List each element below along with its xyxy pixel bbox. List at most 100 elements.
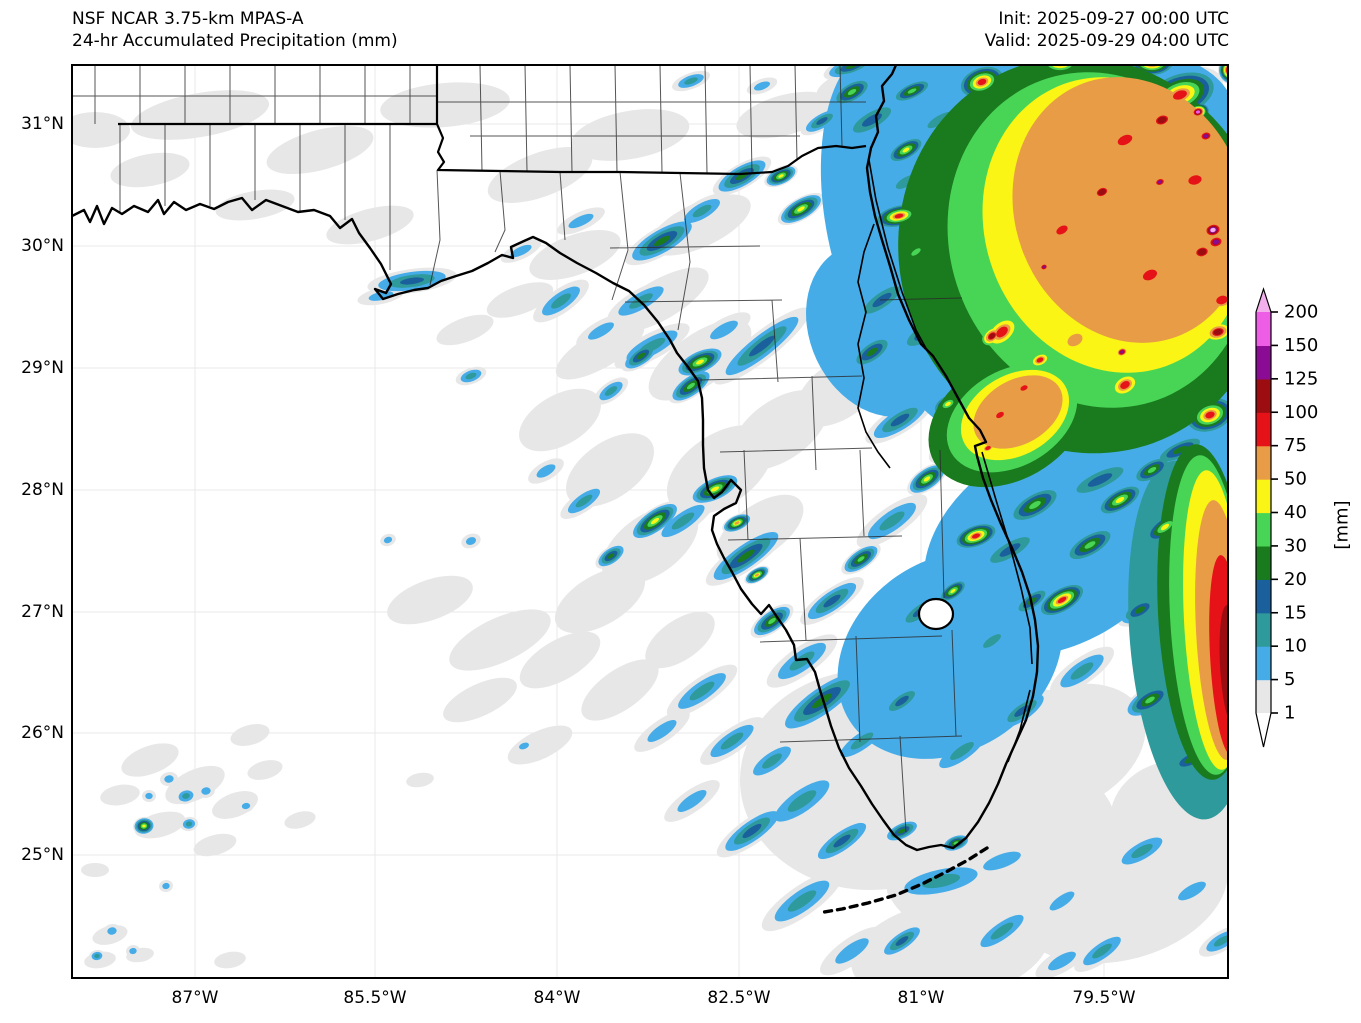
precip-cell <box>1178 881 1206 901</box>
x-tick-label: 85.5°W <box>343 988 406 1008</box>
precip-cell <box>684 77 698 85</box>
precip-cell <box>686 382 696 390</box>
colorbar-segment <box>1256 512 1271 547</box>
precip-cell <box>1216 295 1228 305</box>
precip-cell <box>710 320 738 340</box>
precip-cell <box>380 82 510 128</box>
precip-cell <box>692 204 712 218</box>
colorbar-segment <box>1256 579 1271 614</box>
precip-cell <box>510 244 532 258</box>
precip-cell <box>1012 77 1228 343</box>
precip-cell <box>762 753 782 769</box>
precip-cell <box>507 725 573 765</box>
precip-cell <box>1173 90 1187 100</box>
precip-cell <box>647 719 677 743</box>
precip-cell <box>1203 134 1209 138</box>
precip-cell <box>581 659 659 721</box>
model-name: NSF NCAR 3.75-km MPAS-A <box>72 9 304 29</box>
precip-cell <box>823 594 841 608</box>
precip-cell <box>1213 935 1228 947</box>
precip-cell <box>326 205 414 245</box>
precip-cell <box>1197 248 1207 256</box>
precip-cell <box>737 549 755 563</box>
county-borders <box>72 65 963 833</box>
precip-cell <box>164 775 174 783</box>
colorbar-under-arrow <box>1256 713 1271 747</box>
precip-cell <box>895 695 909 707</box>
precip-cell <box>536 464 556 478</box>
precip-cell <box>1087 473 1113 487</box>
precip-cell <box>1117 134 1133 146</box>
precip-cell <box>835 938 869 964</box>
precip-cell <box>911 248 921 256</box>
precip-cell <box>734 521 740 525</box>
precip-cell <box>1184 756 1196 764</box>
variable-name: 24-hr Accumulated Precipitation (mm) <box>72 31 398 51</box>
precip-cell <box>555 320 645 380</box>
valid-time: Valid: 2025-09-29 04:00 UTC <box>984 31 1229 51</box>
precip-cell <box>72 112 130 148</box>
precip-cell <box>1070 662 1094 680</box>
precip-cell <box>816 117 828 125</box>
precip-cell <box>902 147 910 153</box>
precip-cell <box>847 88 857 96</box>
x-tick-label: 87°W <box>172 988 219 1008</box>
state-borders <box>118 65 867 176</box>
precip-cell <box>465 372 477 380</box>
run-times: Init: 2025-09-27 00:00 UTC Valid: 2025-09… <box>985 8 1229 52</box>
precip-cell <box>894 213 904 219</box>
precip-cell <box>1145 696 1155 704</box>
precip-cell <box>895 936 909 946</box>
colorbar-segment <box>1256 312 1271 347</box>
precip-cell <box>787 890 817 912</box>
precip-cell <box>162 882 170 890</box>
colorbar-tick-label: 100 <box>1284 402 1318 423</box>
axis-tick-labels: 87°W 85.5°W 84°W 82.5°W 81°W 79.5°W 31°N 30°N 29… <box>21 114 1136 1008</box>
colorbar-tick-label: 15 <box>1284 602 1307 623</box>
precip-cell <box>677 789 707 813</box>
init-time: Init: 2025-09-27 00:00 UTC <box>998 9 1229 29</box>
precip-cell <box>990 922 1014 940</box>
precip-cell <box>519 388 601 452</box>
precip-cell <box>1213 328 1223 336</box>
y-tick-label: 31°N <box>21 114 64 134</box>
colorbar-segment <box>1256 445 1271 480</box>
precip-cell <box>107 927 117 935</box>
precip-cell <box>486 282 554 318</box>
precip-cell <box>1098 188 1106 196</box>
precip-cell <box>443 677 517 723</box>
precip-cell <box>487 147 593 203</box>
precip-cell <box>94 953 100 959</box>
colorbar-unit-label: [mm] <box>1332 500 1353 549</box>
precip-cell <box>449 609 551 671</box>
y-tick-label: 26°N <box>21 723 64 743</box>
precip-cell <box>266 126 374 174</box>
precip-cell <box>214 951 246 969</box>
precip-cell <box>1120 381 1130 389</box>
precip-cell <box>921 873 961 889</box>
precip-cell <box>1056 225 1068 235</box>
precip-cell <box>898 828 906 834</box>
map-borders <box>72 65 1040 914</box>
precip-cell <box>193 833 237 857</box>
precip-cell <box>797 206 805 212</box>
precip-cell <box>1131 843 1153 859</box>
precip-cell <box>1057 596 1067 604</box>
precip-cell <box>284 811 316 829</box>
precip-cell <box>551 293 571 309</box>
precip-cell <box>921 324 939 336</box>
precip-cell <box>879 511 905 531</box>
precip-cell <box>436 314 494 346</box>
precip-cell <box>950 742 974 760</box>
x-tick-label: 84°W <box>534 988 581 1008</box>
precip-cell <box>742 823 762 839</box>
precip-cell <box>1157 116 1167 124</box>
x-tick-label: 82.5°W <box>707 988 770 1008</box>
precip-cell <box>1172 445 1188 455</box>
y-tick-label: 25°N <box>21 845 64 865</box>
precip-cell <box>973 375 1063 449</box>
precip-cell <box>983 851 1021 871</box>
colorbar-tick-label: 10 <box>1284 636 1307 657</box>
precip-cell <box>201 787 211 795</box>
